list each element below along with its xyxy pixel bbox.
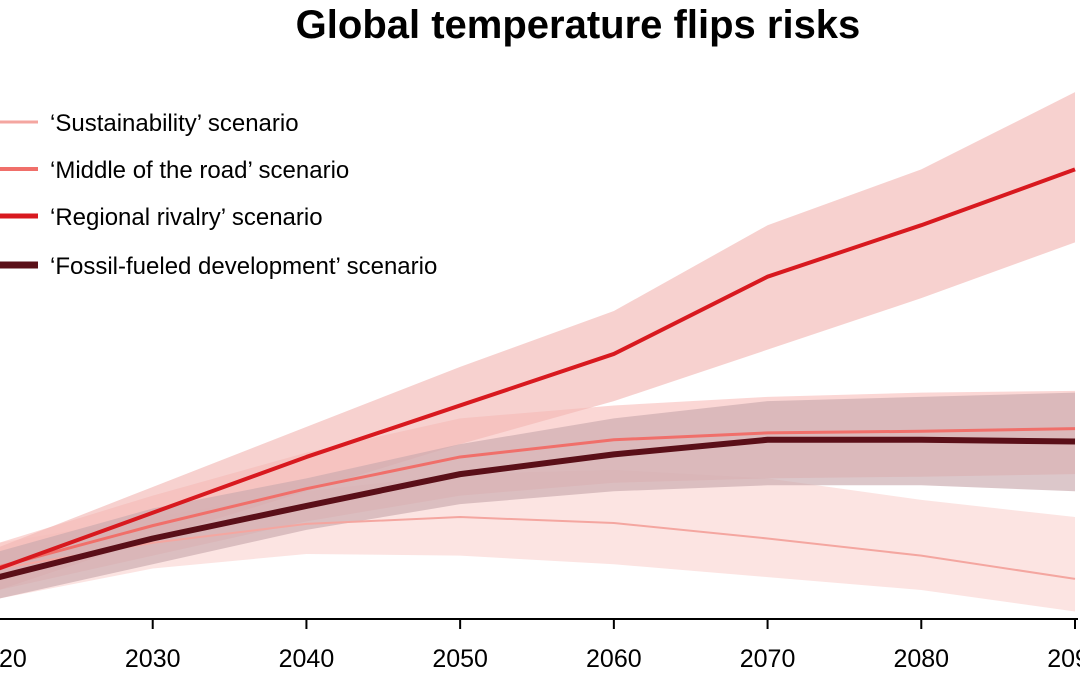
legend-label: ‘Fossil-fueled development’ scenario — [50, 253, 437, 280]
band-series-4 — [0, 392, 1075, 599]
series-lines — [0, 167, 1076, 580]
x-tick-label: 2060 — [586, 645, 642, 673]
line-series-1 — [0, 516, 1076, 580]
x-tick-label: 2030 — [125, 645, 181, 673]
legend: ‘Sustainability’ scenario ‘Middle of the … — [0, 110, 437, 280]
band-series-3 — [0, 92, 1075, 590]
legend-label: ‘Middle of the road’ scenario — [50, 157, 349, 184]
line-series-4 — [0, 436, 1076, 580]
line-series-3 — [0, 167, 1076, 571]
legend-label: ‘Regional rivalry’ scenario — [50, 204, 323, 231]
legend-label: ‘Sustainability’ scenario — [50, 110, 299, 137]
x-tick-label: 2040 — [279, 645, 335, 673]
x-tick-label: 2090 — [1047, 645, 1080, 673]
x-tick-label: 2050 — [432, 645, 488, 673]
line-series-2 — [0, 427, 1076, 569]
x-tick-label: 2080 — [893, 645, 949, 673]
x-tick-label: 2070 — [740, 645, 796, 673]
chart-title: Global temperature flips risks — [296, 3, 861, 47]
